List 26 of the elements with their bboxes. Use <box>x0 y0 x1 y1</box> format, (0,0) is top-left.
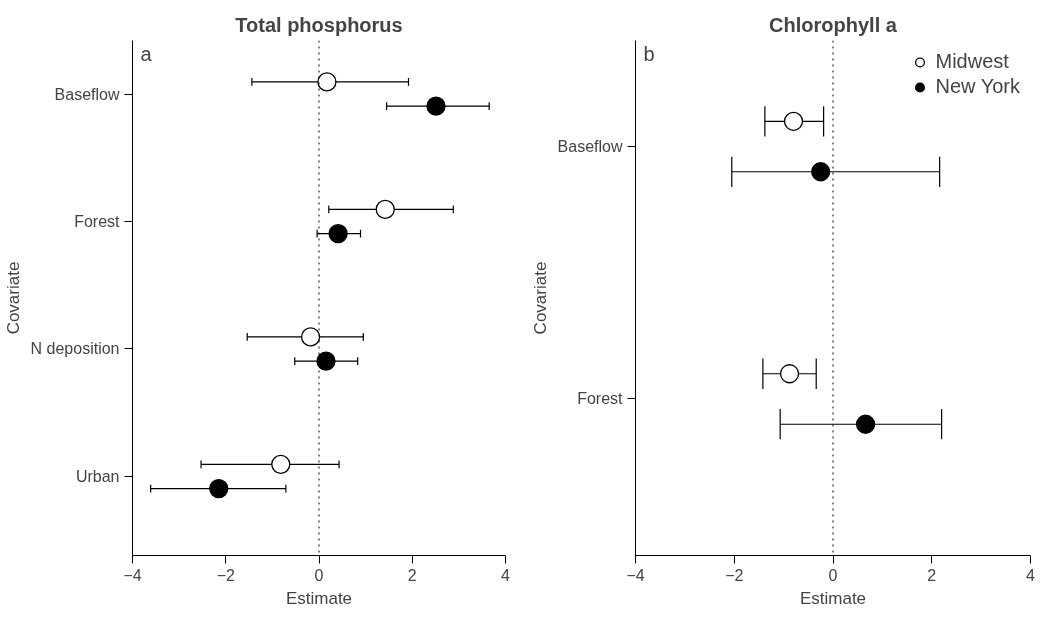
x-tick-label: 4 <box>501 566 511 584</box>
y-axis-title: Covariate <box>530 261 550 335</box>
x-tick-label: −2 <box>725 566 744 584</box>
y-tick-label: Baseflow <box>557 138 623 156</box>
y-tick-label: N deposition <box>30 340 120 358</box>
legend-label: New York <box>935 75 1020 98</box>
y-tick-label: Forest <box>577 390 624 408</box>
x-tick-label: 0 <box>828 566 838 584</box>
x-tick-label: −2 <box>216 566 235 584</box>
y-axis-title: Covariate <box>3 261 23 335</box>
y-tick-label: Baseflow <box>54 85 120 103</box>
y-tick-label: Urban <box>75 467 120 485</box>
x-axis-title: Estimate <box>285 588 353 608</box>
x-axis-title: Estimate <box>799 588 867 608</box>
x-tick-label: −4 <box>123 566 142 584</box>
annotation: a <box>140 42 153 65</box>
chart-title: Total phosphorus <box>235 13 403 36</box>
x-tick-label: −4 <box>626 566 645 584</box>
annotation: b <box>643 42 655 65</box>
x-tick-label: 4 <box>1026 566 1036 584</box>
x-tick-label: 2 <box>927 566 937 584</box>
legend-label: Midwest <box>935 50 1009 73</box>
x-tick-label: 2 <box>407 566 417 584</box>
x-tick-label: 0 <box>314 566 324 584</box>
y-tick-label: Forest <box>74 213 121 231</box>
chart-title: Chlorophyll a <box>769 13 898 36</box>
